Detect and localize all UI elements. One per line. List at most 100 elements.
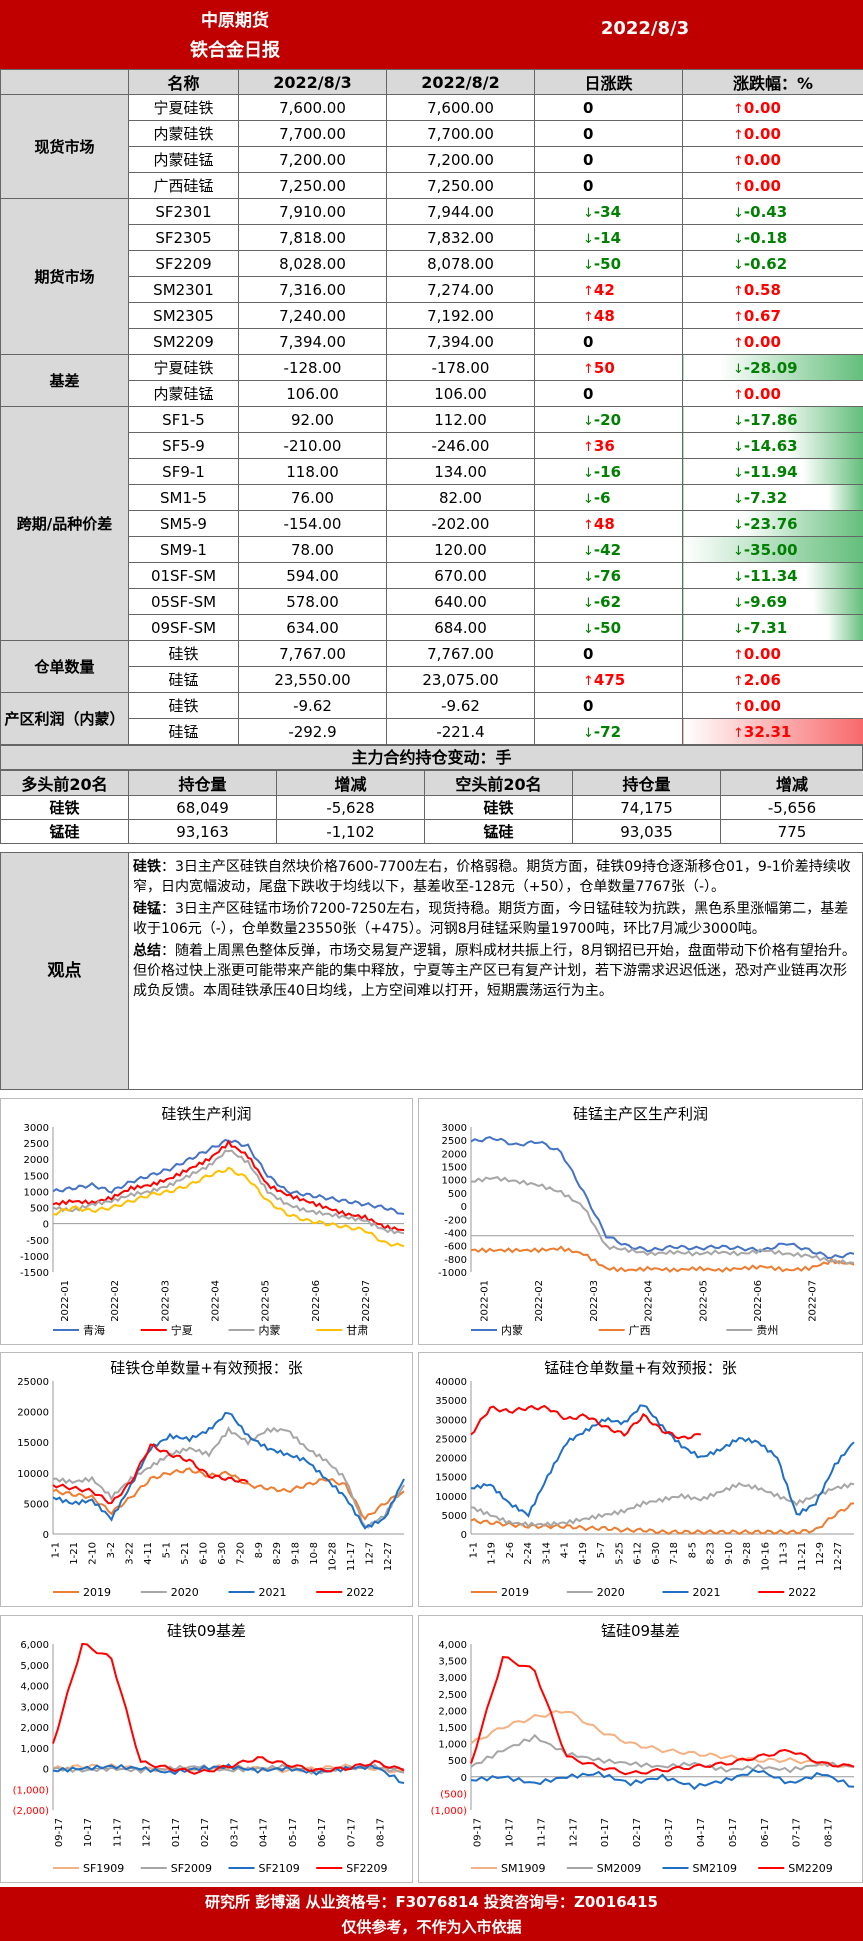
y-tick-label: 20000 (17, 1408, 49, 1419)
arrow-down-icon: ↓ (733, 413, 744, 429)
table-row: 期货市场 SF2301 7,910.00 7,944.00 ↓-34 ↓-0.43 (0, 198, 863, 355)
x-tick-label: 2022-01 (479, 1280, 490, 1322)
percent-change-value: -7.32 (743, 488, 788, 507)
daily-change: ↓-34 (534, 198, 683, 225)
value-previous: 670.00 (386, 562, 535, 589)
percent-change-value: -28.09 (743, 358, 798, 377)
chart-svg: 锰硅09基差 4,000 3,500 3,000 2,500 2,000 1,500 1,00… (431, 1622, 855, 1875)
arrow-up-icon: ↑ (733, 673, 744, 689)
x-tick-label: 10-8 (309, 1542, 320, 1565)
short-change: 775 (720, 819, 863, 844)
arrow-down-icon: ↓ (583, 205, 594, 221)
y-tick-label: -1000 (438, 1268, 467, 1279)
percent-change: ↓-17.86 (682, 406, 863, 433)
positions-column-header: 增减 (720, 770, 863, 796)
arrow-down-icon: ↓ (583, 595, 594, 611)
y-tick-label: (2,000) (13, 1806, 50, 1817)
daily-change-value: 36 (593, 436, 615, 455)
x-tick-label: 2022-05 (698, 1280, 709, 1322)
y-tick-label: 2000 (24, 1155, 49, 1166)
value-current: 106.00 (238, 380, 387, 407)
y-tick-label: 1000 (442, 1176, 467, 1187)
legend-label: 2020 (597, 1586, 625, 1599)
value-previous: -9.62 (386, 692, 535, 719)
daily-change-value: 0 (583, 644, 594, 663)
legend-label: 2019 (83, 1586, 111, 1599)
arrow-up-icon: ↑ (733, 309, 744, 325)
percent-change-value: 0.58 (743, 280, 781, 299)
x-tick-label: 04-17 (696, 1818, 707, 1847)
positions-row: 锰硅 93,163 -1,102 锰硅 93,035 775 (0, 819, 863, 844)
view-ferrosilicon-head: 硅铁 (133, 859, 161, 875)
y-tick-label: 3,000 (20, 1702, 49, 1713)
arrow-down-icon: ↓ (583, 257, 594, 273)
row-name: 01SF-SM (128, 562, 239, 589)
view-ferrosilicon-body: ：3日主产区硅铁自然块价格7600-7700左右，价格弱稳。期货方面，硅铁09持… (133, 859, 851, 895)
x-tick-label: 05-17 (288, 1818, 299, 1847)
x-tick-label: 10-17 (504, 1818, 515, 1847)
positions-row: 硅铁 68,049 -5,628 硅铁 74,175 -5,656 (0, 795, 863, 820)
percent-change-value: 0.00 (743, 124, 781, 143)
x-tick-label: 01-17 (600, 1818, 611, 1847)
arrow-up-icon: ↑ (733, 725, 744, 741)
value-current: 23,550.00 (238, 666, 387, 693)
table-row: SF5-9 -210.00 -246.00 ↑36 ↓-14.63 (1, 432, 863, 459)
series-line-内蒙 (52, 1149, 405, 1235)
percent-change: ↓-35.00 (682, 536, 863, 563)
percent-change: ↓-14.63 (682, 432, 863, 459)
daily-change: ↓-16 (534, 458, 683, 485)
x-tick-label: 1-1 (51, 1542, 62, 1558)
daily-change-value: -72 (593, 722, 622, 741)
value-previous: 7,200.00 (386, 146, 535, 173)
y-tick-label: 2,500 (438, 1690, 467, 1701)
daily-change: 0 (534, 146, 683, 173)
daily-change: 0 (534, 328, 683, 355)
series-line-2019 (52, 1467, 405, 1521)
y-tick-label: 2500 (24, 1139, 49, 1150)
daily-change-value: 0 (583, 696, 594, 715)
legend-label: 2020 (171, 1586, 199, 1599)
value-current: -9.62 (238, 692, 387, 719)
row-name: SM2305 (128, 302, 239, 329)
percent-change-value: -9.69 (743, 592, 788, 611)
view-silicomanganese-body: ：3日主产区硅锰市场价7200-7250左右，现货持稳。期货方面，今日锰硅较为抗… (133, 901, 849, 937)
daily-change: ↓-72 (534, 718, 683, 745)
value-current: 7,818.00 (238, 224, 387, 251)
series-line-SM2109 (470, 1768, 855, 1791)
chart-title: 硅铁仓单数量+有效预报：张 (110, 1359, 303, 1377)
percent-change: ↑2.06 (682, 666, 863, 693)
short-name: 锰硅 (424, 819, 573, 844)
value-current: 7,910.00 (238, 198, 387, 225)
daily-change: ↓-76 (534, 562, 683, 589)
x-tick-label: 09-17 (473, 1818, 484, 1847)
view-section: 观点 硅铁：3日主产区硅铁自然块价格7600-7700左右，价格弱稳。期货方面，… (0, 852, 863, 1090)
y-tick-label: 5000 (442, 1511, 467, 1522)
daily-change: ↑42 (534, 276, 683, 303)
series-line-2022 (470, 1404, 701, 1440)
value-current: 7,316.00 (238, 276, 387, 303)
x-tick-label: 12-17 (568, 1818, 579, 1847)
report-footer: 研究所 彭博涵 从业资格号：F3076814 投资咨询号：Z0016415 仅供… (0, 1887, 863, 1941)
arrow-up-icon: ↑ (583, 309, 594, 325)
y-tick-label: 25000 (17, 1377, 49, 1388)
percent-change-value: 0.00 (743, 644, 781, 663)
x-tick-label: 10-28 (328, 1542, 339, 1571)
percent-change: ↓-7.31 (682, 614, 863, 641)
y-tick-label: 35000 (435, 1396, 467, 1407)
view-summary-body: ：随着上周黑色整体反弹，市场交易复产逻辑，原料成材共振上行，8月钢招已开始，盘面… (133, 943, 856, 999)
row-name: SM2209 (128, 328, 239, 355)
percent-change-value: 0.00 (743, 98, 781, 117)
daily-change-value: -50 (593, 254, 622, 273)
x-tick-label: 12-27 (383, 1542, 394, 1571)
daily-change-value: -14 (593, 228, 622, 247)
daily-change-value: -50 (593, 618, 622, 637)
daily-change-value: 0 (583, 332, 594, 351)
chart-title: 硅铁09基差 (167, 1622, 246, 1640)
arrow-down-icon: ↓ (733, 543, 744, 559)
legend-label: SM2209 (788, 1862, 832, 1875)
legend-label: 甘肃 (346, 1324, 368, 1337)
daily-change: ↓-62 (534, 588, 683, 615)
arrow-down-icon: ↓ (583, 725, 594, 741)
x-tick-label: 04-17 (259, 1818, 270, 1847)
percent-change-value: 0.67 (743, 306, 781, 325)
